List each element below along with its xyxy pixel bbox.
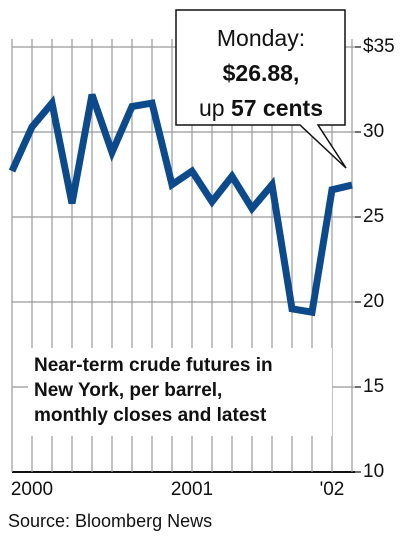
y-tick-label: 25: [363, 206, 384, 227]
source: Source: Bloomberg News: [8, 511, 212, 531]
y-tick-label: 30: [363, 121, 384, 142]
y-tick-label: $35: [363, 36, 395, 57]
callout-line: $26.88,: [223, 60, 300, 86]
note-line: Near-term crude futures in: [34, 355, 273, 376]
y-tick-label: 20: [363, 291, 384, 312]
x-tick-label: '02: [320, 479, 345, 500]
marks: [8, 93, 353, 317]
line: [8, 93, 353, 317]
boxes: Near-term crude futures in New York, per…: [28, 9, 347, 436]
note-box: [28, 348, 332, 436]
callout-line: Monday:: [217, 25, 305, 51]
callout-text: up: [199, 95, 225, 121]
callout-line: up 57 cents: [199, 95, 323, 121]
y-tick-label: 10: [363, 461, 384, 482]
callout-box: [175, 9, 347, 169]
x-tick-label: 2000: [11, 479, 53, 500]
y-tick-label: 15: [363, 376, 384, 397]
x-tick-label: 2001: [171, 479, 213, 500]
callout-text: 57 cents: [231, 95, 323, 121]
note-line: monthly closes and latest: [34, 405, 267, 426]
note-line: New York, per barrel,: [34, 380, 222, 401]
